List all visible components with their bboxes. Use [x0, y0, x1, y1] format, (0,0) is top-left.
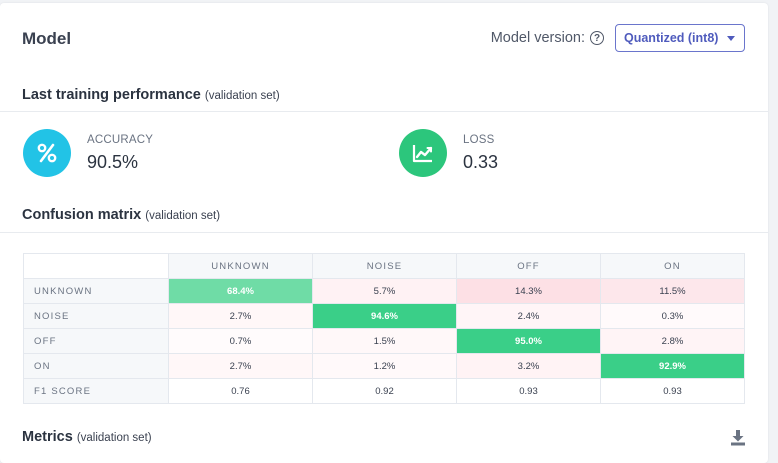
matrix-cell: 14.3%	[456, 278, 601, 304]
matrix-cell: 1.2%	[312, 353, 457, 379]
accuracy-value: 90.5%	[87, 151, 139, 172]
matrix-cell: 95.0%	[456, 328, 601, 354]
training-title-text: Last training performance	[22, 87, 201, 103]
metrics-title-text: Metrics	[22, 429, 73, 445]
divider	[0, 111, 768, 112]
loss-value: 0.33	[463, 151, 499, 172]
f1-score-cell: 0.93	[456, 378, 601, 404]
accuracy-metric: ACCURACY 90.5%	[23, 129, 153, 177]
matrix-cell: 11.5%	[600, 278, 745, 304]
card-title: Model	[22, 29, 72, 48]
matrix-cell: 68.4%	[168, 278, 313, 304]
model-version-value: Quantized (int8)	[624, 31, 719, 45]
matrix-column-header: NOISE	[312, 253, 457, 279]
model-card: Model Model version: ? Quantized (int8) …	[0, 3, 768, 463]
download-icon[interactable]	[731, 430, 745, 446]
matrix-row-label: ON	[23, 353, 169, 379]
chevron-down-icon	[727, 35, 736, 41]
matrix-corner-cell	[23, 253, 169, 279]
percent-icon	[23, 129, 71, 177]
model-version-selector: Model version: ? Quantized (int8)	[491, 24, 745, 52]
matrix-row: NOISE 2.7% 94.6% 2.4% 0.3%	[23, 303, 745, 329]
training-subtitle: (validation set)	[204, 90, 280, 102]
matrix-f1-row: F1 SCORE 0.76 0.92 0.93 0.93	[23, 378, 745, 404]
confusion-title-text: Confusion matrix	[22, 207, 142, 223]
loss-metric: LOSS 0.33	[399, 129, 498, 177]
metrics-title: Metrics (validation set)	[22, 429, 152, 445]
loss-label: LOSS	[463, 133, 495, 146]
f1-score-label: F1 SCORE	[23, 378, 169, 404]
matrix-cell: 92.9%	[600, 353, 745, 379]
matrix-column-header: ON	[600, 253, 745, 279]
matrix-cell: 2.7%	[168, 353, 313, 379]
matrix-row-label: OFF	[23, 328, 169, 354]
matrix-row: UNKNOWN 68.4% 5.7% 14.3% 11.5%	[23, 278, 745, 304]
confusion-matrix-title: Confusion matrix (validation set)	[22, 207, 220, 223]
matrix-cell: 94.6%	[312, 303, 457, 329]
f1-score-cell: 0.93	[600, 378, 745, 404]
matrix-cell: 2.4%	[456, 303, 601, 329]
matrix-row: OFF 0.7% 1.5% 95.0% 2.8%	[23, 328, 745, 354]
chart-line-icon	[399, 129, 447, 177]
f1-score-cell: 0.76	[168, 378, 313, 404]
matrix-cell: 3.2%	[456, 353, 601, 379]
matrix-row-label: NOISE	[23, 303, 169, 329]
matrix-cell: 1.5%	[312, 328, 457, 354]
f1-score-cell: 0.92	[312, 378, 457, 404]
metrics-subtitle: (validation set)	[76, 432, 152, 444]
matrix-cell: 5.7%	[312, 278, 457, 304]
confusion-subtitle: (validation set)	[145, 210, 221, 222]
confusion-matrix-table: UNKNOWN NOISE OFF ON UNKNOWN 68.4% 5.7% 14.3% 11…	[23, 253, 745, 404]
model-header: Model Model version: ? Quantized (int8)	[22, 23, 745, 55]
matrix-row: ON 2.7% 1.2% 3.2% 92.9%	[23, 353, 745, 379]
matrix-cell: 0.3%	[600, 303, 745, 329]
accuracy-label: ACCURACY	[87, 133, 154, 146]
training-performance-title: Last training performance (validation se…	[22, 87, 280, 103]
help-icon[interactable]: ?	[590, 31, 604, 45]
model-version-dropdown[interactable]: Quantized (int8)	[615, 24, 745, 52]
matrix-header-row: UNKNOWN NOISE OFF ON	[23, 253, 745, 279]
model-version-label: Model version:	[490, 30, 585, 46]
matrix-cell: 2.8%	[600, 328, 745, 354]
matrix-column-header: OFF	[456, 253, 601, 279]
divider	[0, 232, 768, 233]
matrix-row-label: UNKNOWN	[23, 278, 169, 304]
matrix-cell: 0.7%	[168, 328, 313, 354]
matrix-column-header: UNKNOWN	[168, 253, 313, 279]
matrix-cell: 2.7%	[168, 303, 313, 329]
